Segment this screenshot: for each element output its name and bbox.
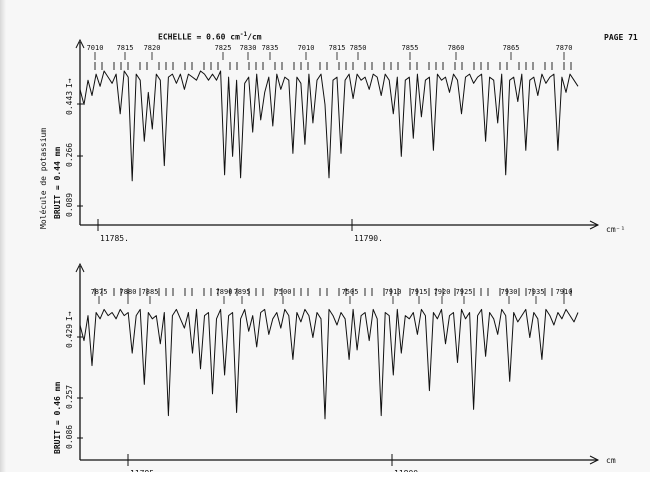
line-number-label: 7860 [448,44,465,52]
y-tick-label: 0.443 [65,91,74,115]
spectrum-trace [79,70,579,182]
line-number-label: 7865 [503,44,520,52]
line-number-label: 7830 [240,44,257,52]
x-tick-label: 11785. [100,234,129,243]
noise-label: BRUIT = 0.46 mm [53,382,62,454]
y-axis-arrow [75,262,85,273]
line-number-label: 7895 [234,288,251,296]
assignment-tick-row [94,288,572,296]
molecule-label: Molécule de potassium [38,128,48,229]
spectrum-panel-1: 11785. 11790. cm⁻¹ 0.443 0.266 0.089 I→ BRUIT =… [38,38,625,243]
line-number-label: 7855 [402,44,419,52]
y-tick-label: 0.429 [65,324,74,348]
line-number-label: 7850 [350,44,367,52]
line-number-label: 7010 [298,44,315,52]
line-number-label: 7935 [528,288,545,296]
y-tick-label: 0.086 [65,425,74,449]
line-number-label: 7815 [329,44,346,52]
y-tick-label: 0.266 [65,143,74,167]
x-axis-arrow [589,220,600,230]
y-axis-arrow [75,38,85,49]
line-number-label: 7820 [144,44,161,52]
line-number-label: 7875 [91,288,108,296]
x-axis-arrow [589,455,600,465]
intensity-marker: I→ [65,78,74,88]
line-number-label: 7835 [262,44,279,52]
scan-bottom-edge [0,472,650,487]
line-number-label: 7925 [456,288,473,296]
scale-exponent: -1 [239,31,248,38]
scale-label: ECHELLE = 0.60 cm-1/cm [158,31,262,42]
x-unit-label: cm⁻¹ [606,225,625,234]
line-number-label: 7930 [501,288,518,296]
line-number-label: 7010 [87,44,104,52]
scan-artifact-band [0,472,650,487]
line-number-label: 7885 [142,288,159,296]
line-number-label: 7825 [215,44,232,52]
line-number-label: 7890 [216,288,233,296]
line-number-label: 7500 [275,288,292,296]
line-number-label: 7870 [556,44,573,52]
line-number-label: 7505 [342,288,359,296]
y-tick-label: 0.089 [65,193,74,217]
noise-label: BRUIT = 0.44 mm [53,147,62,219]
line-number-label: 7910 [385,288,402,296]
scan-edge [0,0,6,487]
line-number-label: 7815 [117,44,134,52]
line-number-label: 7920 [434,288,451,296]
spectrum-trace [79,308,579,420]
assignment-tick-row [94,62,572,70]
y-tick-label: 0.257 [65,385,74,409]
line-number-label: 7915 [411,288,428,296]
page-number: PAGE 71 [604,33,638,42]
x-unit-label: cm [606,456,616,465]
scale-prefix: ECHELLE = 0.60 cm [158,32,240,42]
x-tick-label: 11790. [354,234,383,243]
scale-suffix: /cm [247,32,262,42]
intensity-marker: I→ [65,311,74,321]
